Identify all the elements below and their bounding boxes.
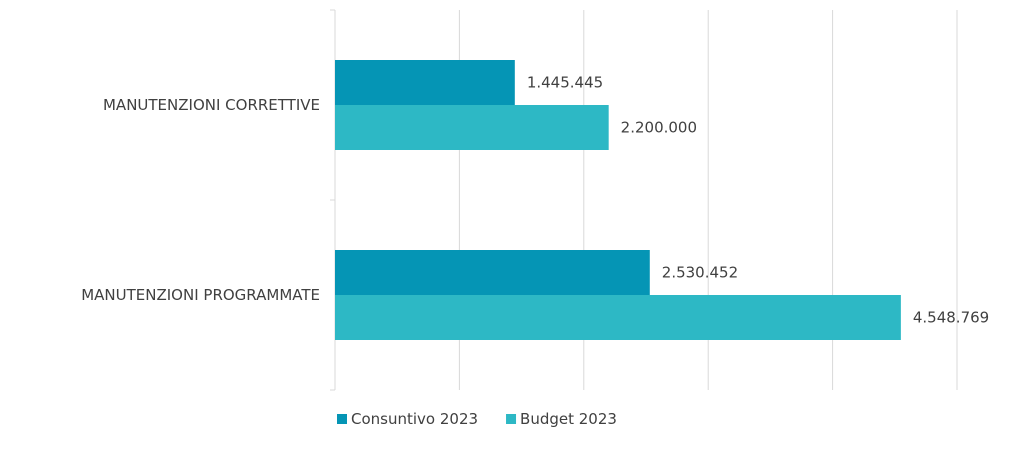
data-label: 1.445.445 [527, 74, 603, 92]
legend-label: Consuntivo 2023 [351, 410, 478, 428]
legend-swatch [337, 414, 347, 424]
legend: Consuntivo 2023 Budget 2023 [337, 410, 617, 428]
bar-consuntivo [335, 250, 650, 295]
bars [335, 60, 901, 340]
legend-swatch [506, 414, 517, 424]
data-label: 2.530.452 [662, 264, 738, 282]
bar-budget [335, 295, 901, 340]
bar-budget [335, 105, 609, 150]
category-label: MANUTENZIONI PROGRAMMATE [81, 286, 320, 304]
category-labels: MANUTENZIONI CORRETTIVE MANUTENZIONI PROG… [81, 96, 320, 304]
category-axis [330, 9, 336, 391]
data-label: 4.548.769 [913, 309, 989, 327]
legend-label: Budget 2023 [520, 410, 617, 428]
data-label: 2.200.000 [621, 119, 697, 137]
bar-consuntivo [335, 60, 515, 105]
data-labels: 1.445.445 2.200.000 2.530.452 4.548.769 [527, 74, 989, 327]
category-label: MANUTENZIONI CORRETTIVE [103, 96, 320, 114]
